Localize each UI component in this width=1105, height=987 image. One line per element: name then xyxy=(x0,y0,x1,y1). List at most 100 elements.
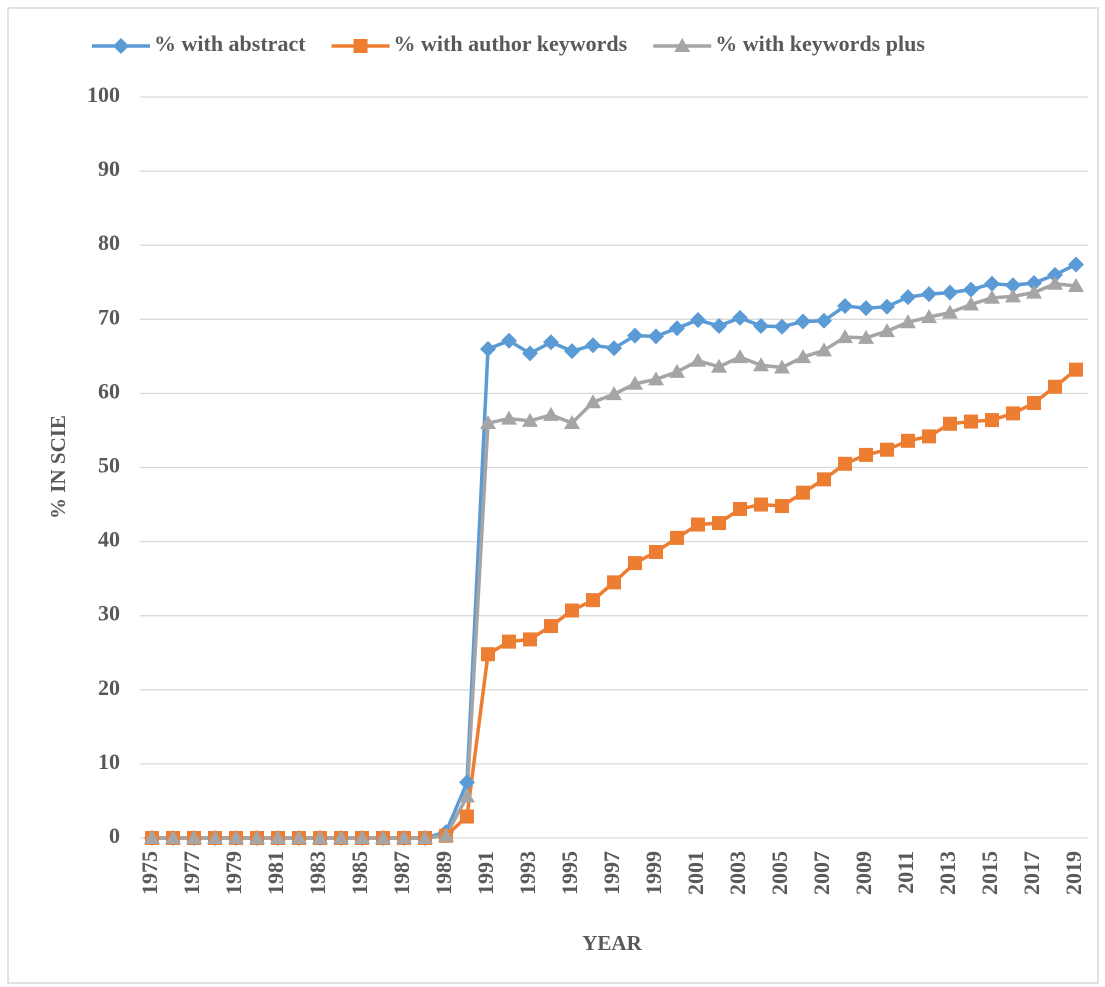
marker xyxy=(670,530,684,545)
x-tick-label: 1983 xyxy=(305,851,330,895)
x-tick-label: 2009 xyxy=(851,851,876,895)
x-tick-label: 2005 xyxy=(767,851,792,895)
x-tick-label: 2013 xyxy=(935,851,960,895)
legend-marker xyxy=(674,38,691,52)
marker xyxy=(564,415,580,430)
marker xyxy=(880,442,894,457)
marker xyxy=(291,830,307,844)
marker xyxy=(648,371,664,386)
marker xyxy=(606,386,622,401)
y-tick-label: 20 xyxy=(98,675,120,700)
marker xyxy=(712,516,726,531)
y-axis-title: % IN SCIE xyxy=(46,415,70,519)
y-tick-label: 90 xyxy=(98,156,120,181)
marker xyxy=(460,809,474,824)
marker xyxy=(859,447,873,462)
marker xyxy=(733,501,747,516)
y-tick-label: 100 xyxy=(87,82,120,107)
marker xyxy=(816,342,832,357)
marker xyxy=(627,375,643,390)
series-line xyxy=(152,368,1078,840)
marker xyxy=(586,593,600,608)
x-tick-label: 1989 xyxy=(431,851,456,895)
x-tick-label: 2017 xyxy=(1019,851,1044,895)
marker xyxy=(753,317,769,334)
marker xyxy=(333,830,349,844)
marker xyxy=(1047,266,1063,283)
marker xyxy=(522,345,538,362)
marker xyxy=(963,281,979,298)
x-tick-label: 2019 xyxy=(1061,851,1086,895)
series-line xyxy=(152,281,1077,840)
marker xyxy=(754,497,768,512)
marker xyxy=(711,358,727,373)
marker xyxy=(459,788,475,803)
marker xyxy=(984,275,1000,292)
marker xyxy=(480,415,496,430)
marker xyxy=(837,329,853,344)
marker xyxy=(900,314,916,329)
marker xyxy=(690,352,706,367)
marker xyxy=(879,323,895,338)
marker xyxy=(144,830,160,844)
x-tick-label: 1979 xyxy=(221,851,246,895)
x-tick-label: 2007 xyxy=(809,851,834,895)
marker xyxy=(669,363,685,378)
y-tick-label: 70 xyxy=(98,304,120,329)
marker xyxy=(1026,284,1042,299)
marker xyxy=(565,603,579,618)
marker xyxy=(165,830,181,844)
marker xyxy=(669,320,685,337)
marker xyxy=(796,485,810,500)
marker xyxy=(543,406,559,421)
x-tick-label: 1997 xyxy=(599,851,624,895)
y-tick-label: 0 xyxy=(109,823,120,848)
marker xyxy=(921,309,937,324)
marker xyxy=(438,827,454,842)
marker xyxy=(711,317,727,334)
marker xyxy=(628,556,642,571)
marker xyxy=(648,328,664,345)
marker xyxy=(837,297,853,314)
marker xyxy=(396,830,412,844)
x-tick-label: 1987 xyxy=(389,851,414,895)
marker xyxy=(942,304,958,319)
marker xyxy=(943,416,957,431)
marker xyxy=(1005,277,1021,294)
marker xyxy=(691,517,705,532)
marker xyxy=(417,830,433,844)
marker xyxy=(922,429,936,444)
marker xyxy=(501,410,517,425)
marker xyxy=(543,334,559,351)
x-tick-label: 1985 xyxy=(347,851,372,895)
marker xyxy=(481,647,495,662)
marker xyxy=(1068,277,1084,292)
marker xyxy=(963,296,979,311)
marker xyxy=(564,343,580,360)
marker xyxy=(1068,256,1084,273)
marker xyxy=(690,312,706,329)
y-tick-label: 40 xyxy=(98,527,120,552)
legend-label: % with author keywords xyxy=(394,31,628,56)
marker xyxy=(775,499,789,514)
marker xyxy=(459,774,475,791)
marker xyxy=(1026,274,1042,291)
marker xyxy=(795,349,811,364)
marker xyxy=(964,414,978,429)
x-tick-label: 2001 xyxy=(683,851,708,895)
legend-marker xyxy=(353,39,368,53)
marker xyxy=(858,300,874,317)
marker xyxy=(1005,288,1021,303)
marker xyxy=(585,394,601,409)
x-tick-label: 1977 xyxy=(179,851,204,895)
marker xyxy=(228,830,244,844)
x-axis-title: YEAR xyxy=(582,931,642,955)
x-tick-label: 2003 xyxy=(725,851,750,895)
marker xyxy=(817,472,831,487)
marker xyxy=(984,289,1000,304)
marker xyxy=(585,337,601,354)
legend-label: % with keywords plus xyxy=(715,31,925,56)
legend-label: % with abstract xyxy=(154,31,306,56)
marker xyxy=(858,329,874,344)
